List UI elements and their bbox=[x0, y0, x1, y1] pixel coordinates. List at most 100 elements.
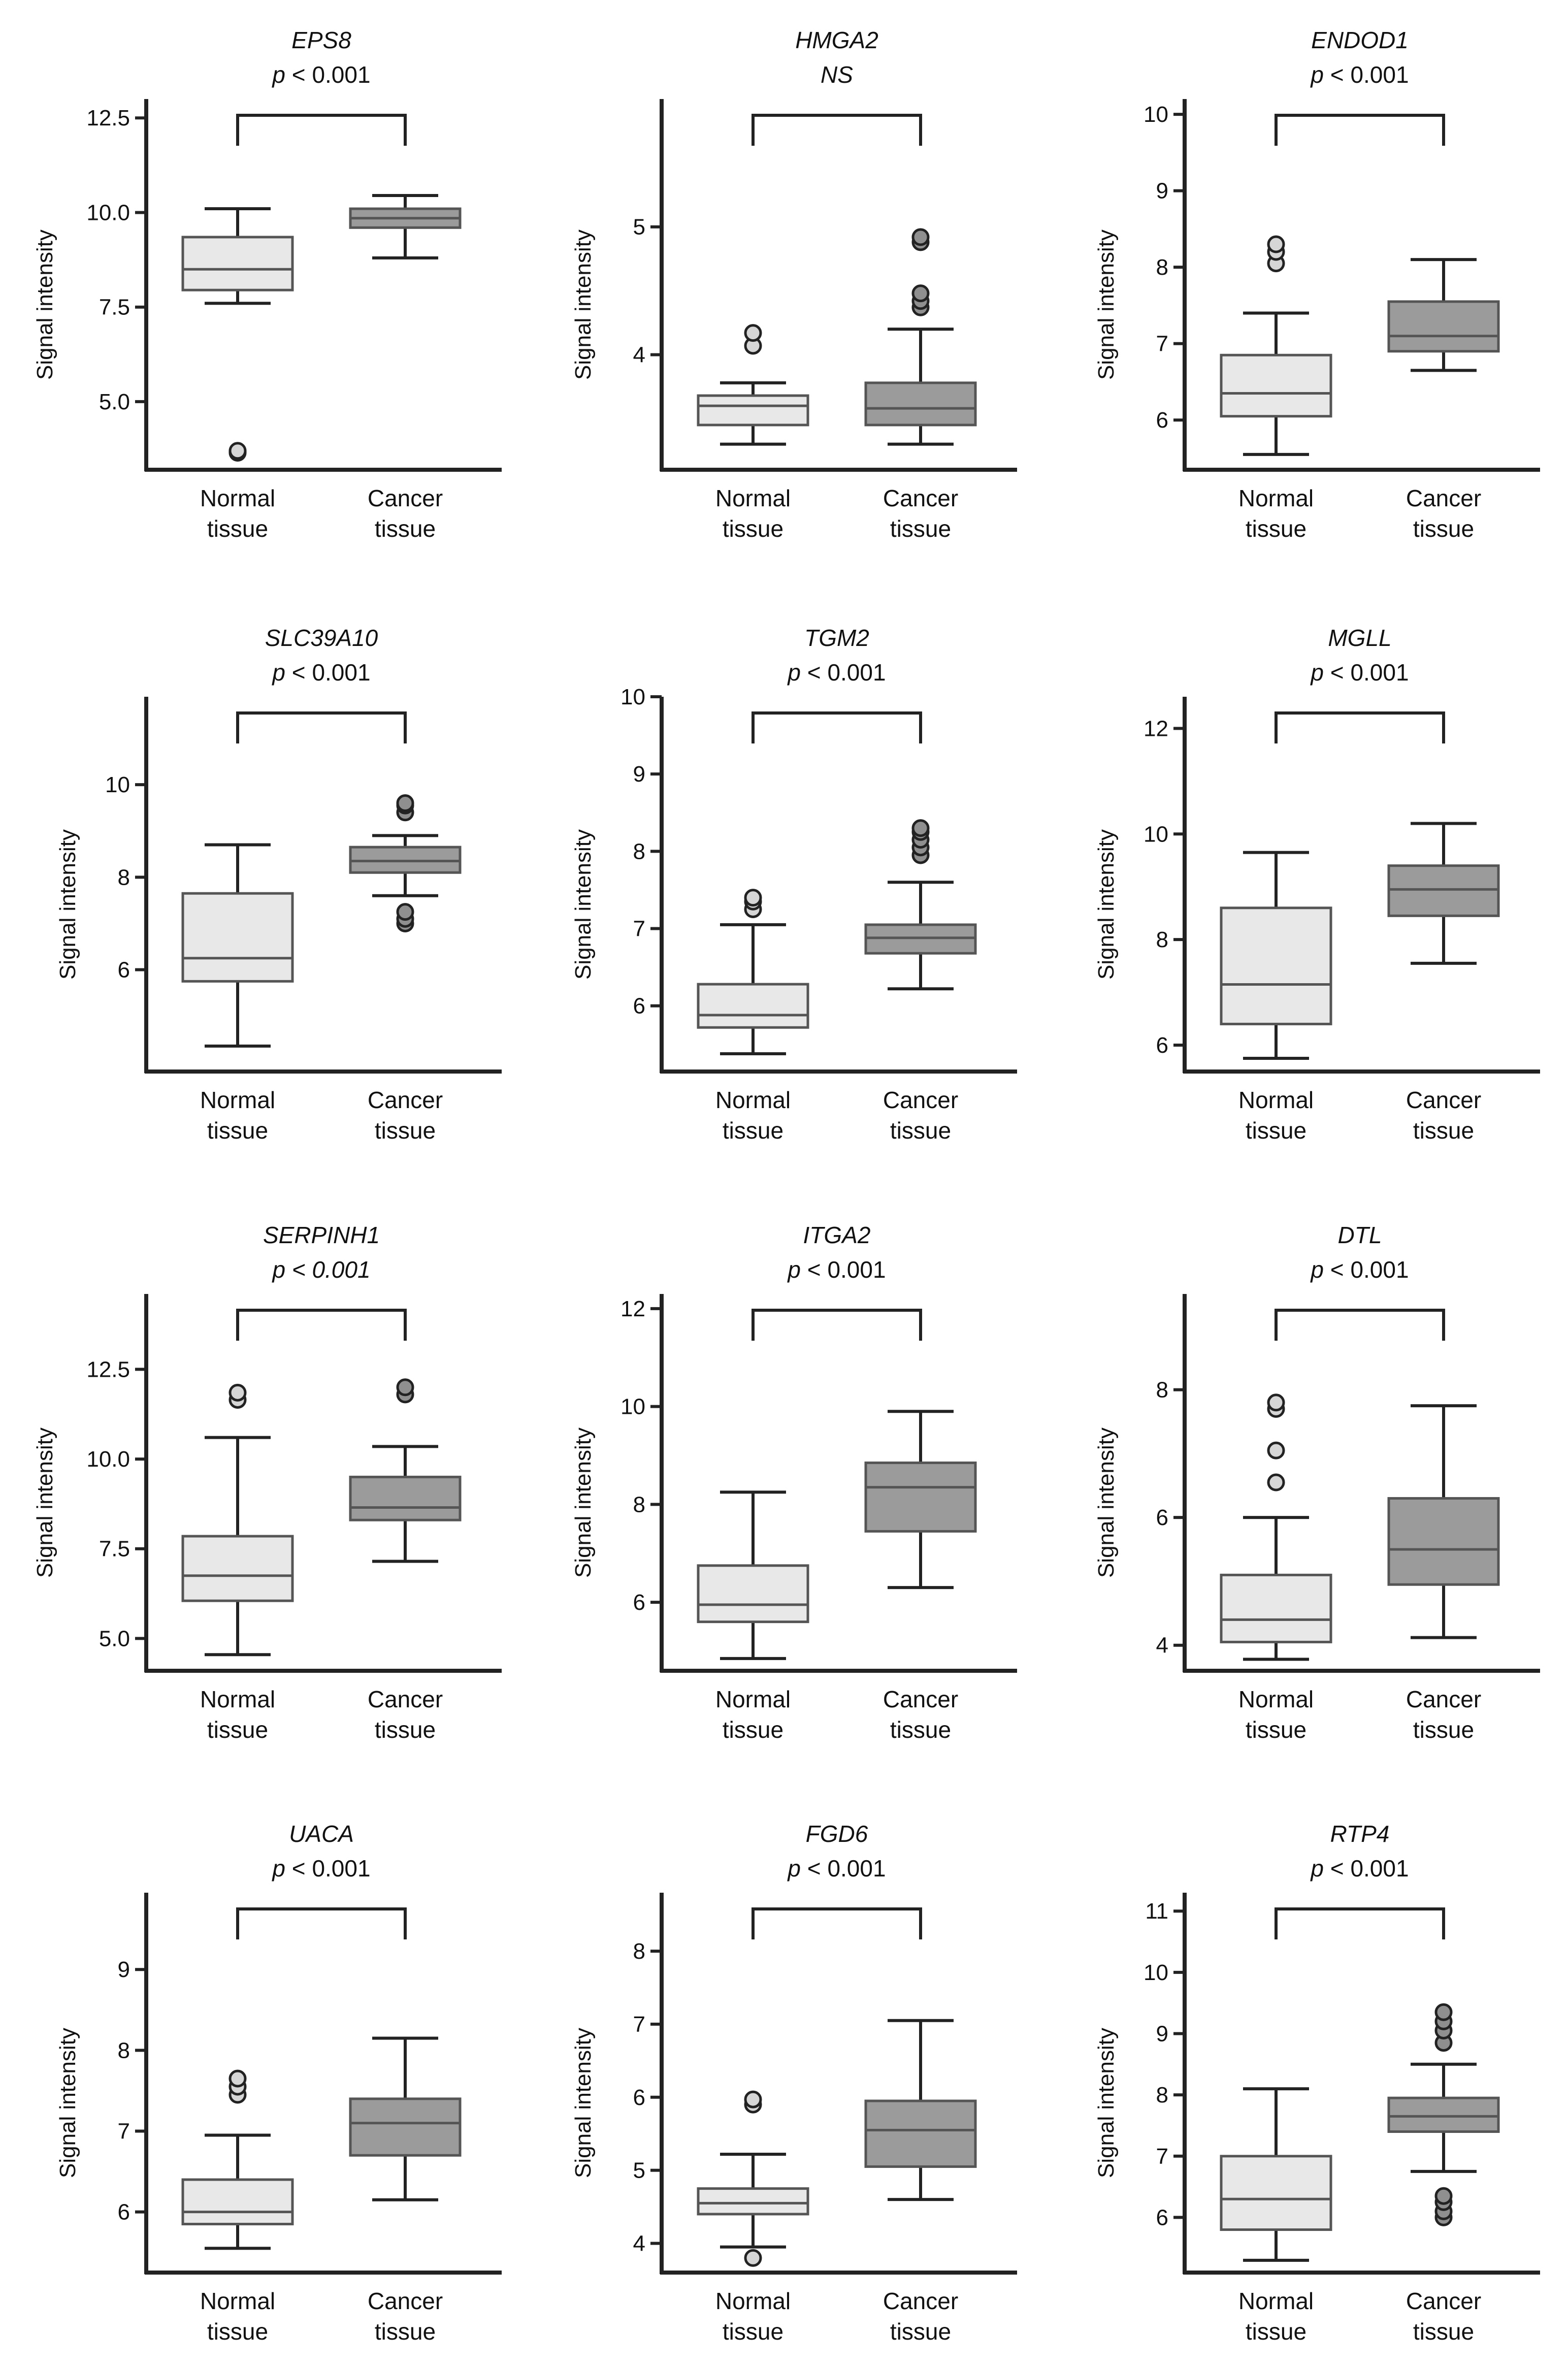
normal-tissue-box bbox=[1220, 2087, 1332, 2262]
outlier-point bbox=[744, 889, 762, 907]
y-tick-label: 9 bbox=[633, 762, 645, 787]
y-tick-label: 5 bbox=[633, 215, 645, 240]
x-category-label-line2: tissue bbox=[375, 515, 436, 542]
panel-tgm2: TGM2 p < 0.001 6 7 8 9 10 Signal intensity Norma… bbox=[571, 625, 1017, 1144]
y-tick-label: 7 bbox=[633, 2012, 645, 2037]
iqr-box bbox=[1220, 353, 1332, 418]
y-tick-label: 4 bbox=[633, 342, 645, 367]
iqr-box bbox=[1220, 906, 1332, 1025]
significance-bracket bbox=[236, 114, 407, 146]
outlier-point bbox=[228, 1383, 247, 1402]
x-category-label-line2: tissue bbox=[890, 515, 951, 542]
normal-tissue-box bbox=[181, 2069, 294, 2250]
significance-bracket bbox=[752, 1309, 922, 1341]
cancer-tissue-box bbox=[1387, 822, 1500, 965]
iqr-box bbox=[349, 1475, 462, 1521]
outlier-point bbox=[911, 284, 930, 303]
significance-label: p < 0.001 bbox=[787, 1256, 886, 1283]
iqr-box bbox=[697, 394, 809, 427]
significance-bracket bbox=[236, 1309, 407, 1341]
x-category-label-line1: Cancer bbox=[883, 2288, 958, 2314]
y-axis-label: Signal intensity bbox=[571, 829, 596, 980]
normal-tissue-box bbox=[181, 1383, 294, 1657]
significance-label: p < 0.001 bbox=[271, 1855, 370, 1882]
y-tick-label: 8 bbox=[1156, 255, 1168, 280]
panel-title: UACA bbox=[289, 1821, 354, 1847]
outlier-point bbox=[396, 903, 414, 921]
significance-bracket bbox=[752, 114, 922, 146]
y-tick-label: 12 bbox=[1144, 716, 1168, 741]
panel-rtp4: RTP4 p < 0.001 6 7 8 9 10 11 Signal intensity Nor… bbox=[1094, 1821, 1540, 2345]
y-tick-label: 6 bbox=[1156, 1505, 1168, 1530]
y-tick-label: 9 bbox=[1156, 2021, 1168, 2046]
y-tick-label: 4 bbox=[633, 2231, 645, 2256]
x-category-label-line2: tissue bbox=[375, 1716, 436, 1743]
x-category-label-line1: Normal bbox=[1238, 2288, 1314, 2314]
y-tick-label: 7 bbox=[118, 2119, 130, 2144]
y-tick-label: 10 bbox=[1144, 822, 1168, 847]
x-category-label-line1: Cancer bbox=[368, 1686, 443, 1712]
x-category-label-line2: tissue bbox=[1246, 1716, 1306, 1743]
significance-label: p < 0.001 bbox=[271, 659, 370, 686]
cancer-tissue-box bbox=[349, 1378, 462, 1563]
y-tick-label: 6 bbox=[633, 994, 645, 1019]
y-axis-label: Signal intensity bbox=[32, 230, 57, 380]
iqr-box bbox=[1387, 864, 1500, 917]
y-tick-label: 10 bbox=[620, 685, 645, 709]
y-tick-label: 6 bbox=[633, 1590, 645, 1615]
iqr-box bbox=[864, 381, 977, 427]
x-category-label-line1: Cancer bbox=[883, 1686, 958, 1712]
y-tick-label: 5 bbox=[633, 2158, 645, 2183]
panel-hmga2: HMGA2 NS 4 5 Signal intensity Normal tissue Can… bbox=[571, 27, 1017, 542]
panel-title: EPS8 bbox=[291, 27, 351, 53]
significance-bracket bbox=[1275, 1309, 1445, 1341]
y-tick-label: 6 bbox=[118, 2200, 130, 2225]
y-tick-label: 12.5 bbox=[86, 1357, 130, 1382]
x-category-label-line1: Normal bbox=[715, 485, 791, 511]
panel-title: DTL bbox=[1338, 1222, 1382, 1248]
normal-tissue-box bbox=[1220, 851, 1332, 1060]
normal-tissue-box bbox=[1220, 1393, 1332, 1661]
x-category-label-line1: Cancer bbox=[883, 485, 958, 511]
cancer-tissue-box bbox=[1387, 2003, 1500, 2226]
panel-fgd6: FGD6 p < 0.001 4 5 6 7 8 Signal intensity Normal… bbox=[571, 1821, 1017, 2345]
panel-itga2: ITGA2 p < 0.001 6 8 10 12 Signal intensity Norm… bbox=[571, 1222, 1017, 1743]
outlier-point bbox=[1267, 1393, 1285, 1412]
panel-title: HMGA2 bbox=[795, 27, 878, 53]
cancer-tissue-box bbox=[349, 794, 462, 932]
x-category-label-line1: Normal bbox=[200, 1087, 275, 1113]
y-axis-label: Signal intensity bbox=[55, 829, 80, 980]
y-tick-label: 8 bbox=[1156, 2083, 1168, 2108]
x-category-label-line1: Cancer bbox=[368, 2288, 443, 2314]
significance-bracket bbox=[236, 1907, 407, 1939]
significance-bracket bbox=[1275, 114, 1445, 146]
significance-bracket bbox=[752, 711, 922, 743]
x-category-label-line1: Normal bbox=[1238, 1686, 1314, 1712]
iqr-box bbox=[349, 2097, 462, 2157]
outlier-point bbox=[911, 819, 930, 837]
iqr-box bbox=[697, 1564, 809, 1624]
iqr-box bbox=[864, 1461, 977, 1533]
y-axis-label: Signal intensity bbox=[1094, 2028, 1119, 2178]
y-tick-label: 8 bbox=[118, 2038, 130, 2063]
y-axis-label: Signal intensity bbox=[571, 230, 596, 380]
y-tick-label: 8 bbox=[118, 865, 130, 890]
cancer-tissue-box bbox=[864, 2019, 977, 2201]
normal-tissue-box bbox=[697, 1490, 809, 1660]
x-category-label-line1: Normal bbox=[200, 1686, 275, 1712]
iqr-box bbox=[181, 892, 294, 983]
y-tick-label: 6 bbox=[118, 958, 130, 983]
x-category-label-line1: Normal bbox=[200, 2288, 275, 2314]
outlier-point bbox=[228, 442, 247, 460]
y-tick-label: 10 bbox=[620, 1395, 645, 1419]
panel-uaca: UACA p < 0.001 6 7 8 9 Signal intensity Normal t… bbox=[55, 1821, 502, 2345]
outlier-point bbox=[1267, 235, 1285, 253]
x-category-label-line2: tissue bbox=[207, 1716, 268, 1743]
significance-label: p < 0.001 bbox=[271, 61, 370, 88]
cancer-tissue-box bbox=[864, 228, 977, 446]
x-category-label-line1: Cancer bbox=[368, 485, 443, 511]
panel-endod1: ENDOD1 p < 0.001 6 7 8 9 10 Signal intensity Nor… bbox=[1094, 27, 1540, 542]
outlier-point bbox=[1267, 1441, 1285, 1460]
panel-dtl: DTL p < 0.001 4 6 8 Signal intensity Normal tis… bbox=[1094, 1222, 1540, 1743]
